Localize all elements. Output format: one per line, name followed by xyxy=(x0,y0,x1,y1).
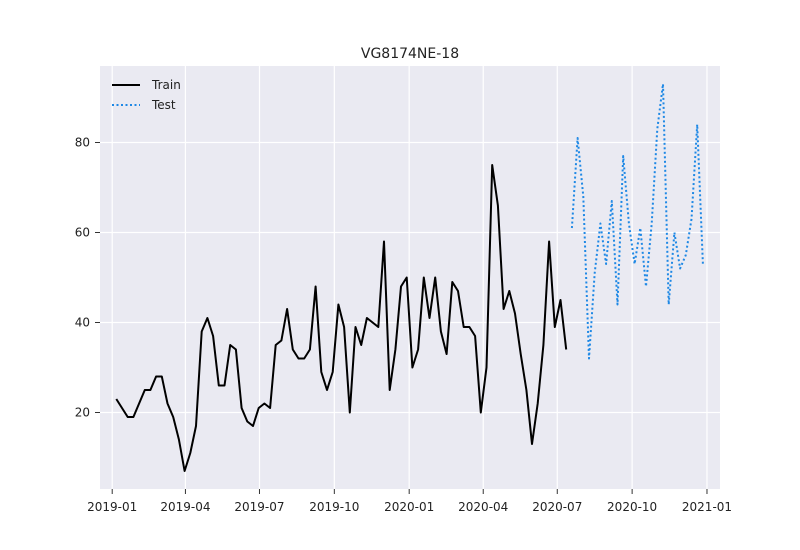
x-tick-label: 2019-10 xyxy=(309,500,359,514)
legend-label-train: Train xyxy=(151,78,181,92)
x-tick-label: 2020-01 xyxy=(384,500,434,514)
x-tick-label: 2019-01 xyxy=(87,500,137,514)
legend-label-test: Test xyxy=(151,98,176,112)
series-lines xyxy=(115,83,704,472)
x-tick-label: 2019-07 xyxy=(234,500,284,514)
x-tick-label: 2020-04 xyxy=(458,500,508,514)
series-line-train xyxy=(115,164,568,472)
x-axis: 2019-01 2019-04 2019-07 2019-10 2020-01 2020-… xyxy=(87,489,732,514)
y-tick-label: 40 xyxy=(75,316,90,330)
chart-title: VG8174NE-18 xyxy=(361,46,459,62)
y-tick-label: 80 xyxy=(75,136,90,150)
y-tick-label: 20 xyxy=(75,406,90,420)
x-tick-label: 2020-10 xyxy=(607,500,657,514)
grid-lines xyxy=(100,66,720,489)
y-tick-label: 60 xyxy=(75,226,90,240)
plot-area xyxy=(100,66,720,489)
legend: Train Test xyxy=(112,78,181,112)
x-tick-label: 2019-04 xyxy=(160,500,210,514)
x-tick-label: 2020-07 xyxy=(532,500,582,514)
y-axis: 20 40 60 80 xyxy=(75,136,100,420)
x-tick-label: 2021-01 xyxy=(682,500,732,514)
